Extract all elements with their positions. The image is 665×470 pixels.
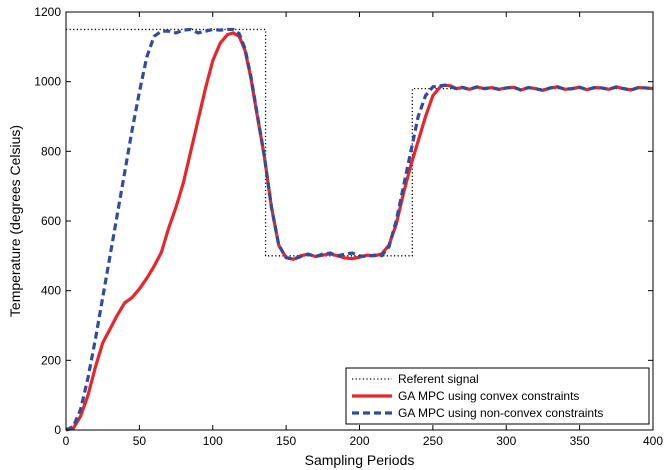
y-tick-label: 600 [41,214,61,228]
x-tick-label: 100 [203,434,223,448]
y-tick-label: 1000 [34,75,61,89]
x-tick-label: 0 [63,434,70,448]
x-tick-label: 350 [570,434,590,448]
x-tick-label: 50 [133,434,147,448]
y-tick-label: 1200 [34,5,61,19]
y-tick-label: 400 [41,284,61,298]
plot-frame [66,12,653,430]
x-tick-label: 400 [643,434,663,448]
y-tick-label: 800 [41,144,61,158]
legend-entry-label: GA MPC using convex constraints [398,389,579,403]
x-tick-label: 300 [496,434,516,448]
y-tick-label: 0 [54,423,61,437]
y-axis-label: Temperature (degrees Celsius) [7,125,23,317]
x-axis-label: Sampling Periods [305,452,415,468]
y-tick-label: 200 [41,353,61,367]
x-tick-label: 150 [276,434,296,448]
legend-entry-label: Referent signal [398,372,479,386]
x-tick-label: 200 [349,434,369,448]
legend: Referent signal GA MPC using convex const… [346,368,649,424]
x-tick-label: 250 [423,434,443,448]
series-line-referent-signal [66,29,653,255]
legend-entry-label: GA MPC using non-convex constraints [398,406,603,420]
